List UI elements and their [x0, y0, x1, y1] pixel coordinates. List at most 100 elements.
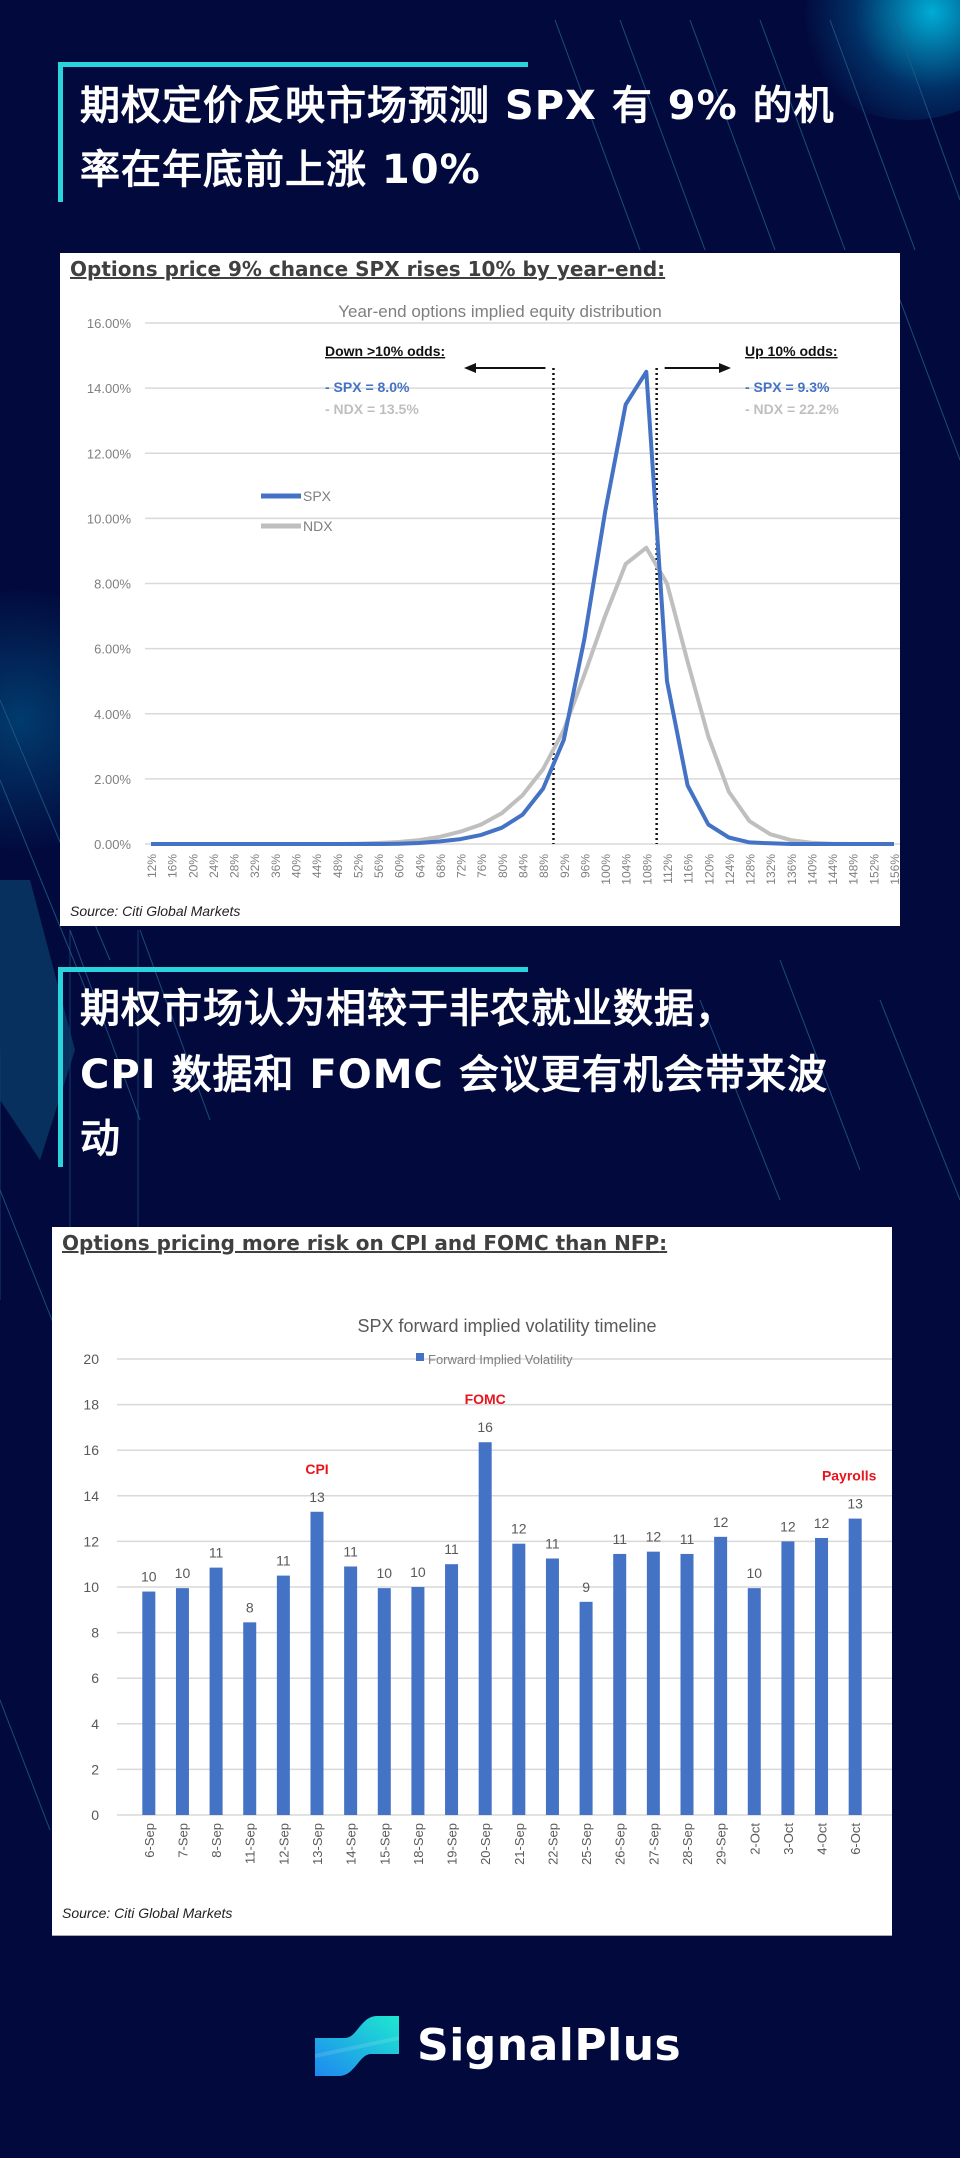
bar-value-label: 11: [680, 1531, 695, 1547]
x-tick-label: 28%: [228, 854, 242, 878]
up-odds-spx: - SPX = 9.3%: [745, 379, 830, 395]
y-tick-label: 4.00%: [94, 707, 131, 722]
bar: [815, 1537, 829, 1815]
chart-2-source: Source: Citi Global Markets: [62, 1905, 233, 1921]
down-odds-spx: - SPX = 8.0%: [325, 379, 410, 395]
bar-value-label: 11: [444, 1541, 459, 1557]
x-tick-label: 36%: [269, 854, 283, 878]
x-tick-label: 112%: [661, 854, 675, 884]
heading-2-line-1: 期权市场认为相较于非农就业数据，: [80, 986, 736, 1032]
x-tick-label: 16%: [166, 854, 180, 878]
x-tick-label: 100%: [599, 854, 613, 885]
up-odds-ndx: - NDX = 22.2%: [745, 401, 839, 417]
x-tick-label: 6-Sep: [142, 1823, 157, 1858]
heading-1: 期权定价反映市场预测 SPX 有 9% 的机 率在年底前上涨 10%: [58, 62, 938, 202]
x-tick-label: 140%: [805, 854, 819, 885]
bar: [411, 1587, 425, 1815]
down-odds-heading: Down >10% odds:: [325, 343, 445, 359]
chart-1-card-title: Options price 9% chance SPX rises 10% by…: [70, 257, 665, 281]
x-tick-label: 8-Sep: [209, 1823, 224, 1858]
x-tick-label: 40%: [289, 854, 303, 878]
x-tick-label: 11-Sep: [243, 1823, 258, 1864]
bar-value-label: 11: [545, 1536, 560, 1552]
x-tick-label: 26-Sep: [613, 1823, 628, 1865]
legend-swatch: [416, 1353, 424, 1361]
heading-2-line-2: CPI 数据和 FOMC 会议更有机会带来波: [80, 1052, 828, 1098]
x-tick-label: 56%: [372, 854, 386, 878]
x-tick-label: 148%: [847, 854, 861, 885]
bar: [545, 1558, 559, 1815]
y-tick-label: 0.00%: [94, 837, 131, 852]
x-tick-label: 120%: [702, 854, 716, 885]
chart-1-title: Year-end options implied equity distribu…: [338, 303, 662, 321]
bar: [142, 1591, 156, 1815]
chart-1-card-title-colon: :: [657, 257, 666, 281]
x-tick-label: 6-Oct: [848, 1823, 863, 1855]
x-tick-label: 18-Sep: [411, 1823, 426, 1865]
x-tick-label: 22-Sep: [545, 1823, 560, 1865]
x-tick-label: 20-Sep: [478, 1823, 493, 1865]
x-tick-label: 27-Sep: [646, 1823, 661, 1865]
x-tick-label: 116%: [682, 854, 696, 884]
heading-1-line-1: 期权定价反映市场预测 SPX 有 9% 的机: [80, 83, 835, 129]
bar: [377, 1588, 391, 1815]
bar: [478, 1442, 492, 1815]
bar-value-label: 13: [309, 1489, 325, 1505]
heading-accent-bar-left: [58, 967, 63, 1167]
brand-name: SignalPlus: [417, 2019, 682, 2071]
x-tick-label: 32%: [248, 854, 262, 878]
y-tick-label: 14.00%: [87, 381, 132, 396]
x-tick-label: 48%: [331, 854, 345, 878]
x-tick-label: 24%: [207, 854, 221, 878]
x-tick-label: 3-Oct: [781, 1823, 796, 1855]
y-tick-label: 14: [83, 1488, 99, 1504]
y-tick-label: 12: [83, 1533, 99, 1549]
bar: [747, 1588, 761, 1815]
event-label-cpi: CPI: [305, 1461, 328, 1477]
x-tick-label: 64%: [413, 854, 427, 878]
x-tick-label: 12%: [145, 854, 159, 878]
bar: [579, 1601, 593, 1815]
distribution-line-chart: Year-end options implied equity distribu…: [87, 303, 900, 885]
bar-value-label: 16: [477, 1419, 493, 1435]
down-odds-ndx: - NDX = 13.5%: [325, 401, 419, 417]
chart-2-card-title-colon: :: [659, 1231, 668, 1255]
series-spx-line: [151, 369, 894, 846]
heading-accent-bar: [58, 62, 528, 67]
x-tick-label: 132%: [764, 854, 778, 885]
bar-value-label: 11: [343, 1543, 358, 1559]
y-tick-label: 8.00%: [94, 577, 131, 592]
bar-value-label: 12: [511, 1521, 527, 1537]
up-odds-heading: Up 10% odds:: [745, 343, 838, 359]
x-tick-label: 96%: [578, 854, 592, 878]
heading-2-line-3: 动: [80, 1116, 121, 1162]
x-tick-label: 2-Oct: [747, 1823, 762, 1855]
y-tick-label: 20: [83, 1351, 99, 1367]
event-label-payrolls: Payrolls: [822, 1468, 877, 1484]
bar-value-label: 12: [646, 1529, 662, 1545]
x-tick-label: 68%: [434, 854, 448, 878]
bar: [175, 1588, 189, 1815]
x-tick-label: 152%: [867, 854, 881, 885]
x-tick-label: 128%: [744, 854, 758, 885]
bar-value-label: 9: [582, 1579, 590, 1595]
y-tick-label: 16: [83, 1442, 99, 1458]
series-ndx-line: [151, 545, 894, 846]
bar-value-label: 11: [276, 1553, 291, 1569]
x-tick-label: 60%: [393, 854, 407, 878]
y-tick-label: 18: [83, 1397, 99, 1413]
x-tick-label: 72%: [455, 854, 469, 878]
bar: [276, 1575, 290, 1815]
chart-2-title: SPX forward implied volatility timeline: [357, 1316, 656, 1336]
x-tick-label: 19-Sep: [445, 1823, 460, 1865]
x-tick-label: 21-Sep: [512, 1823, 527, 1865]
chart-2-card-title-text: Options pricing more risk on CPI and FOM…: [62, 1231, 660, 1255]
bar-value-label: 10: [410, 1564, 426, 1580]
x-tick-label: 88%: [537, 854, 551, 878]
y-tick-label: 8: [91, 1625, 99, 1641]
y-tick-label: 4: [91, 1716, 99, 1732]
bar-value-label: 12: [814, 1515, 830, 1531]
bar-value-label: 13: [847, 1496, 863, 1512]
chart-1-source: Source: Citi Global Markets: [70, 903, 241, 919]
bar-value-label: 10: [175, 1565, 191, 1581]
